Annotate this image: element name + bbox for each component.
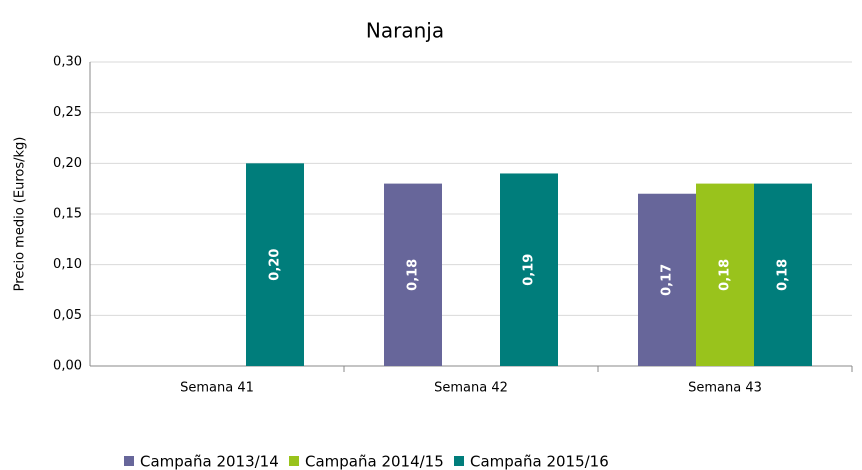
bar (638, 193, 696, 366)
data-label: 0,18 (776, 259, 791, 291)
legend-label: Campaña 2014/15 (305, 453, 444, 470)
bar (384, 183, 442, 366)
data-label: 0,18 (718, 259, 733, 291)
y-tick-label: 0,05 (53, 308, 82, 323)
y-tick-label: 0,25 (53, 105, 82, 120)
y-tick-label: 0,10 (53, 257, 82, 272)
legend-label: Campaña 2015/16 (470, 453, 609, 470)
chart-title: Naranja (366, 19, 444, 43)
y-tick-label: 0,30 (53, 55, 82, 70)
bar (246, 163, 304, 366)
y-axis-title: Precio medio (Euros/kg) (13, 137, 28, 292)
legend-swatch (454, 456, 464, 466)
x-tick-label: Semana 43 (688, 381, 762, 396)
data-label: 0,20 (268, 249, 283, 281)
y-tick-label: 0,15 (53, 207, 82, 222)
x-tick-label: Semana 41 (180, 381, 254, 396)
y-tick-label: 0,20 (53, 156, 82, 171)
bar (500, 173, 558, 366)
data-label: 0,19 (522, 254, 537, 286)
legend-label: Campaña 2013/14 (140, 453, 279, 470)
data-label: 0,18 (406, 259, 421, 291)
y-tick-label: 0,00 (53, 359, 82, 374)
legend-swatch (289, 456, 299, 466)
data-label: 0,17 (660, 264, 675, 296)
x-tick-label: Semana 42 (434, 381, 508, 396)
bar (754, 183, 812, 366)
legend-swatch (124, 456, 134, 466)
bar (696, 183, 754, 366)
